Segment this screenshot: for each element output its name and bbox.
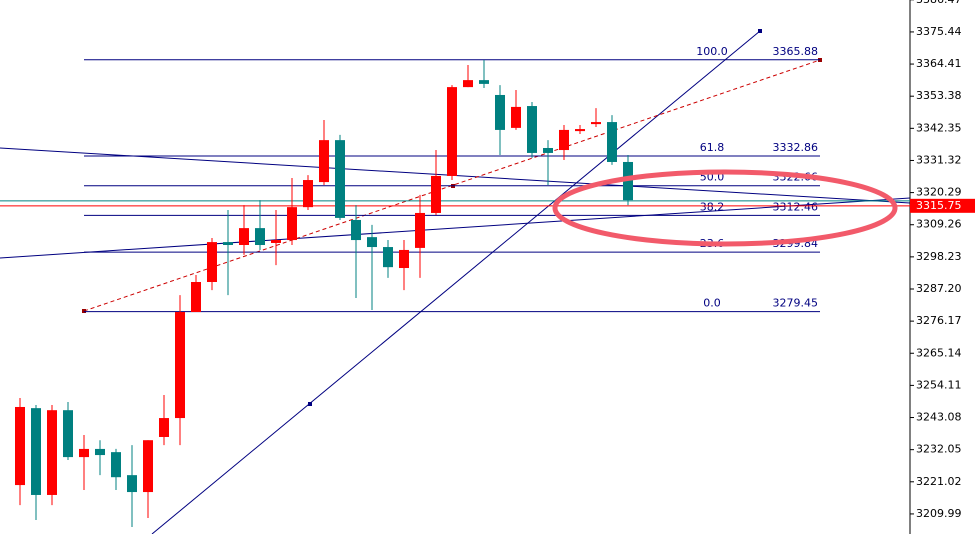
line-handle (758, 29, 762, 33)
fib-price-label: 3279.45 (773, 297, 819, 310)
y-tick-label: 3265.14 (916, 346, 962, 359)
candle-body (607, 122, 617, 162)
candle-body (15, 406, 25, 486)
y-tick-label: 3254.11 (916, 378, 962, 391)
candle-body (319, 140, 329, 183)
candles (15, 60, 633, 528)
candle-body (63, 410, 73, 458)
y-tick-label: 3320.29 (916, 186, 962, 199)
y-tick-label: 3209.99 (916, 507, 962, 520)
candle-body (255, 228, 265, 246)
candle-body (463, 80, 473, 88)
fib-level-label: 100.0 (696, 45, 728, 58)
candle-body (591, 122, 601, 125)
y-tick-label: 3298.23 (916, 250, 962, 263)
candle-body (223, 242, 233, 246)
y-tick-label: 3232.05 (916, 443, 962, 456)
y-tick-label: 3276.17 (916, 314, 962, 327)
candle-body (47, 410, 57, 495)
y-tick-label: 3342.35 (916, 121, 962, 134)
y-tick-label: 3353.38 (916, 89, 962, 102)
candle-body (31, 408, 41, 495)
candle-body (111, 452, 121, 478)
candle-body (351, 219, 361, 241)
candle-body (511, 106, 521, 128)
fib-price-label: 3365.88 (773, 45, 819, 58)
candle-body (399, 249, 409, 269)
y-tick-label: 3375.44 (916, 25, 962, 38)
y-tick-label: 3364.41 (916, 57, 962, 70)
candle-body (175, 312, 185, 419)
candle-body (335, 140, 345, 218)
line-handle (308, 402, 312, 406)
candle-body (95, 448, 105, 456)
candle-body (239, 228, 249, 246)
candle-body (383, 247, 393, 268)
y-tick-label: 3287.20 (916, 282, 962, 295)
candle-body (127, 475, 137, 493)
fib-level-label: 61.8 (700, 141, 725, 154)
fib-level-label: 0.0 (703, 297, 721, 310)
y-tick-label: 3331.32 (916, 153, 962, 166)
line-handle (82, 309, 86, 313)
candle-body (271, 240, 281, 243)
candle-body (79, 448, 89, 458)
candle-body (527, 106, 537, 153)
candle-body (495, 94, 505, 130)
candle-body (575, 129, 585, 132)
candle-body (143, 440, 153, 493)
y-tick-label: 3386.47 (916, 0, 962, 6)
y-tick-label: 3243.08 (916, 411, 962, 424)
candle-body (623, 161, 633, 201)
fib-level-label: 38.2 (700, 200, 725, 213)
candle-body (415, 212, 425, 248)
candle-body (479, 80, 489, 84)
candle-body (543, 147, 553, 153)
trend-line (151, 30, 761, 534)
candle-body (191, 282, 201, 313)
candle-body (447, 87, 457, 176)
candle-body (159, 418, 169, 437)
candle-body (287, 207, 297, 241)
current-price-tag (910, 198, 975, 213)
highlight-ellipse (552, 169, 898, 247)
candle-body (207, 242, 217, 283)
current-price-label: 3315.75 (916, 199, 962, 212)
fib-price-label: 3332.86 (773, 141, 819, 154)
candle-body (559, 129, 569, 151)
candle-body (431, 175, 441, 213)
y-tick-label: 3309.26 (916, 218, 962, 231)
y-tick-label: 3221.02 (916, 475, 962, 488)
candle-body (367, 237, 377, 248)
fib-price-label: 3312.46 (773, 200, 819, 213)
candle-body (303, 180, 313, 208)
trend-line (0, 197, 911, 259)
